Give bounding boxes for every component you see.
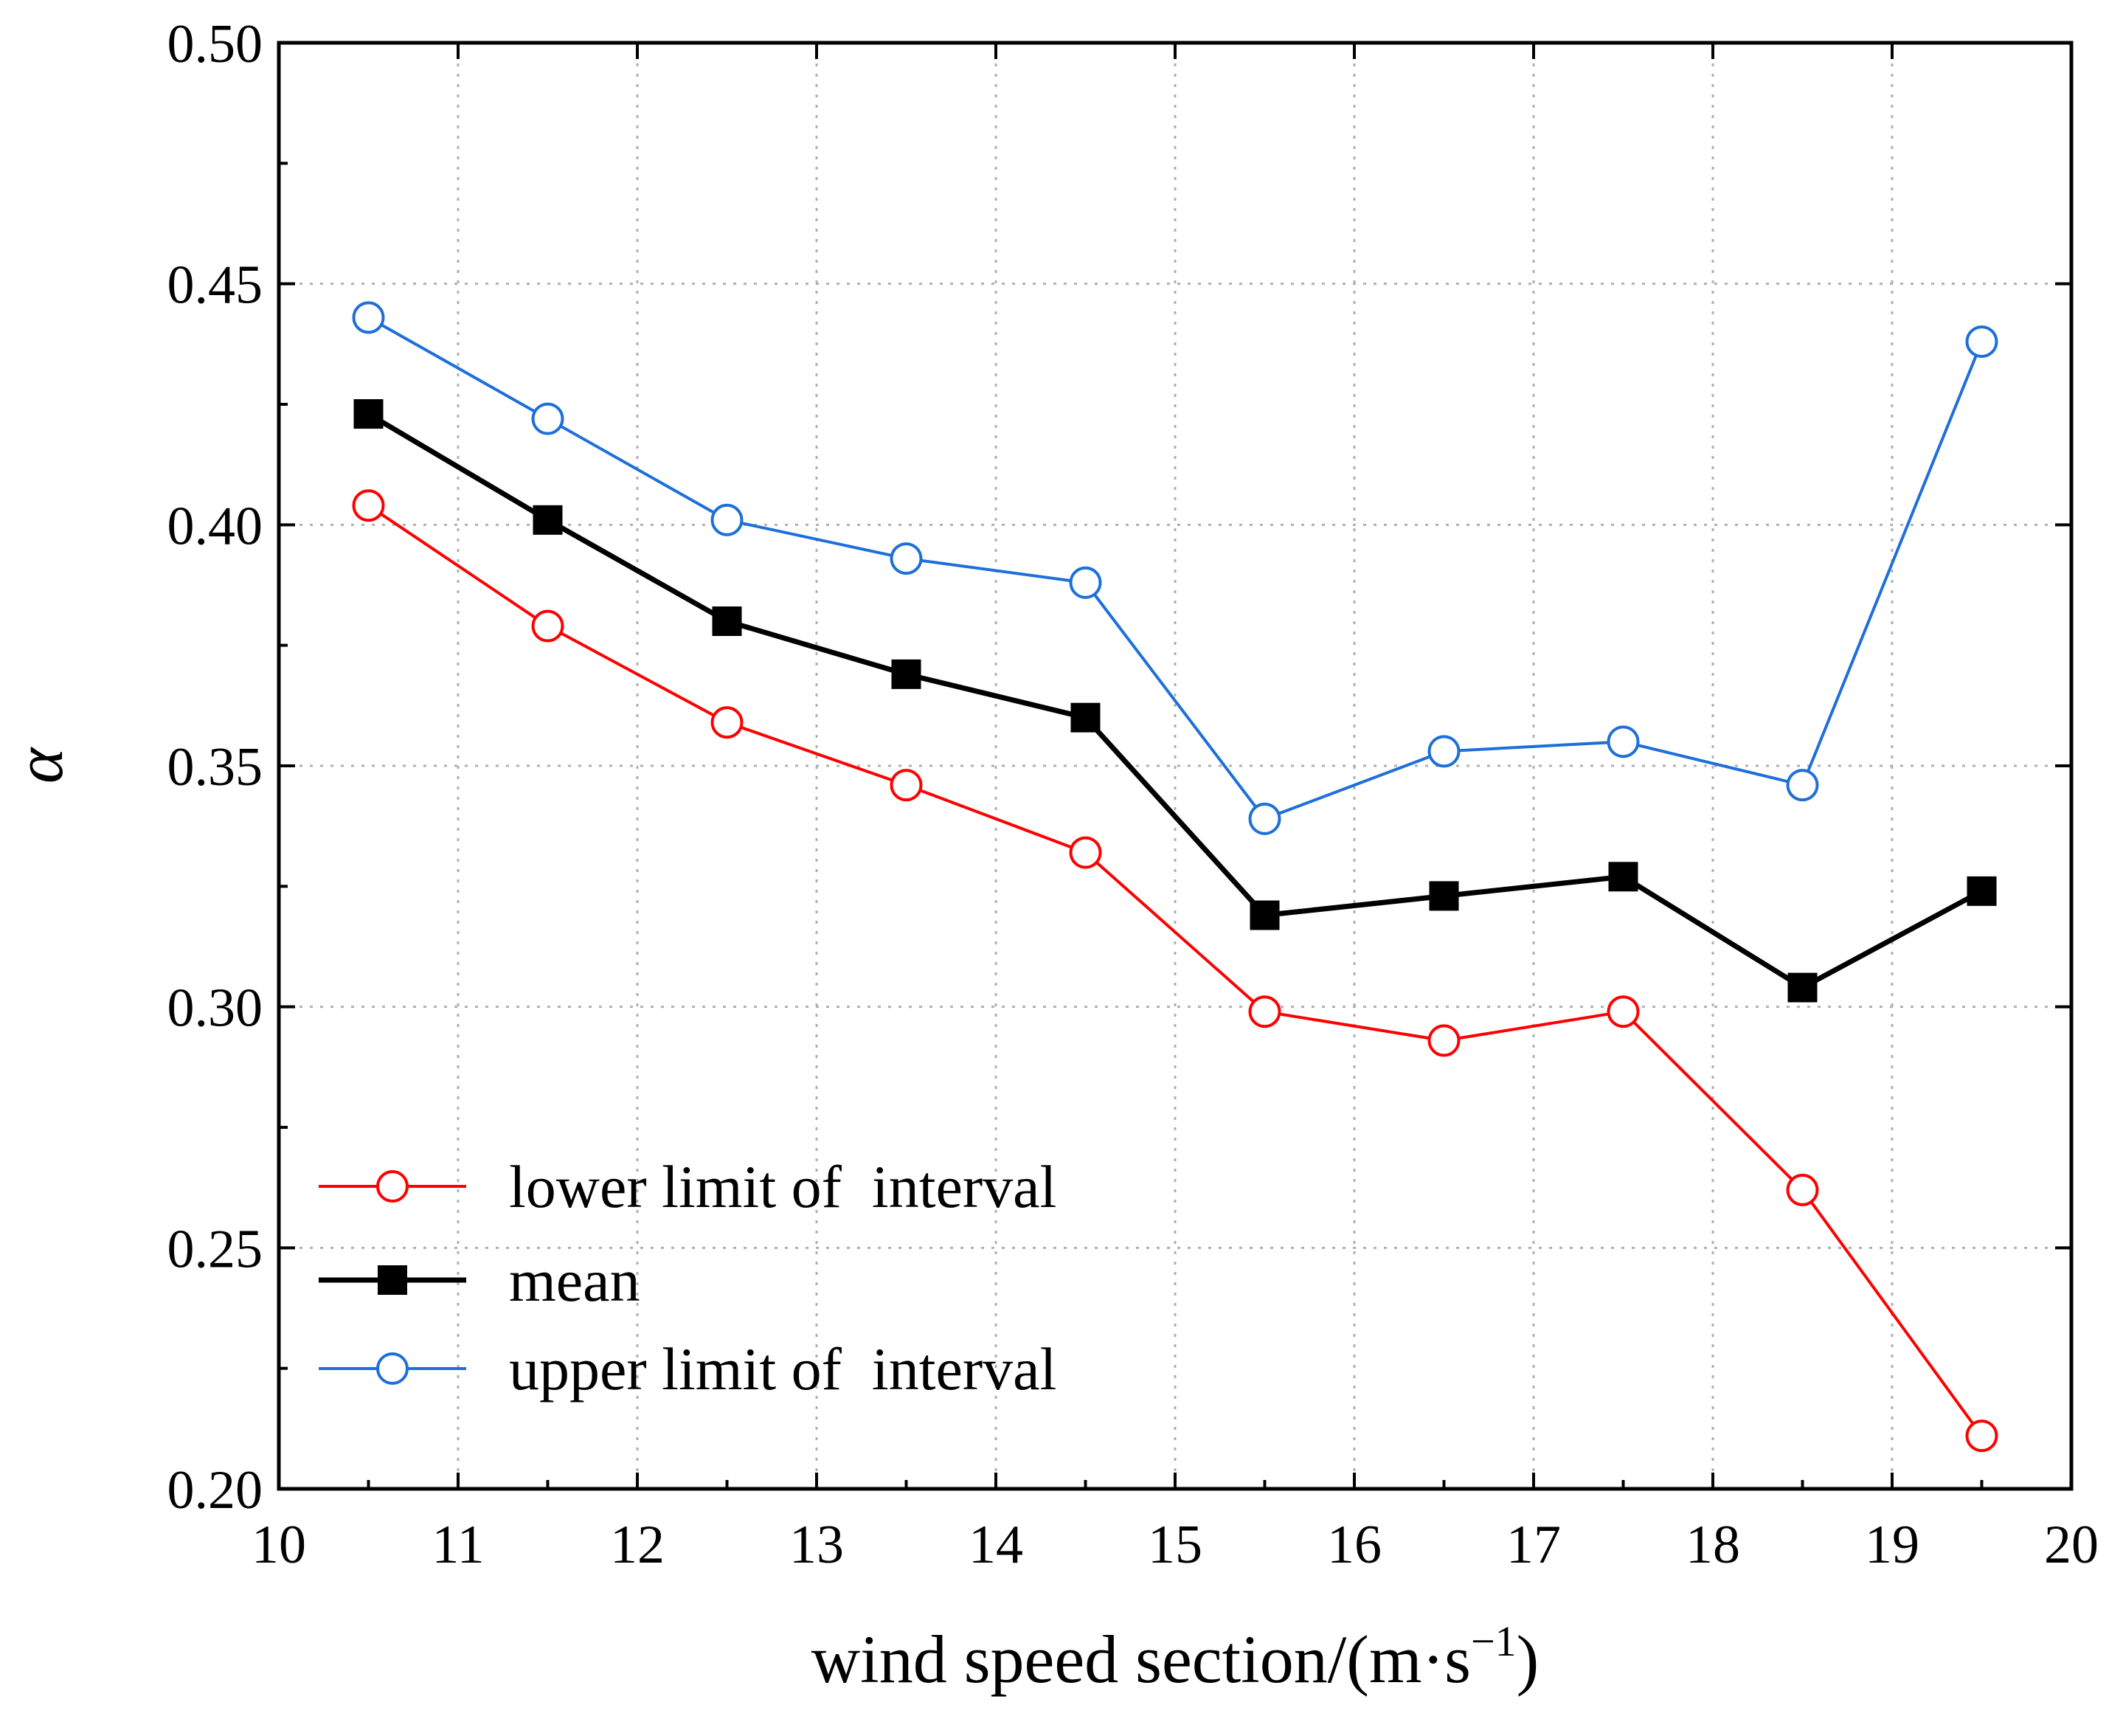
series-mean xyxy=(353,399,1997,1003)
x-axis-title: wind speed section/(m·s−1) xyxy=(811,1617,1540,1697)
lower-limit-point xyxy=(1248,995,1281,1028)
lower-limit-point xyxy=(1069,836,1102,869)
upper-limit-point xyxy=(1607,725,1640,758)
x-tick-label: 20 xyxy=(2044,1515,2099,1575)
lower-limit-point xyxy=(1427,1024,1461,1057)
x-tick-label: 17 xyxy=(1506,1515,1561,1575)
upper-limit-point xyxy=(531,402,564,435)
lower-limit-point xyxy=(531,609,564,643)
mean-point xyxy=(891,659,921,689)
lower-limit-point xyxy=(710,706,744,739)
y-tick-label: 0.35 xyxy=(167,737,263,798)
y-tick-label: 0.25 xyxy=(167,1219,263,1279)
upper-limit-point xyxy=(1069,566,1102,599)
mean-line xyxy=(367,412,1984,991)
lower-limit-point xyxy=(890,769,923,802)
x-tick-label: 11 xyxy=(432,1515,484,1575)
x-axis-title-main: wind speed section/(m·s xyxy=(811,1622,1471,1697)
x-tick-label: 19 xyxy=(1865,1515,1919,1575)
lower-limit-point xyxy=(1607,995,1640,1028)
x-axis-title-superscript: −1 xyxy=(1471,1617,1517,1665)
mean-point xyxy=(1070,702,1101,733)
mean-point xyxy=(1608,862,1638,892)
mean-point xyxy=(533,505,563,535)
mean-point xyxy=(353,399,384,429)
upper-limit-point xyxy=(1427,735,1461,768)
upper-limit-point xyxy=(1248,802,1281,835)
y-tick-label: 0.20 xyxy=(167,1460,263,1521)
x-tick-label: 14 xyxy=(969,1515,1023,1575)
upper-limit-point xyxy=(352,301,385,334)
legend: lower limit of interval mean upper limit o… xyxy=(319,1153,1056,1403)
lower-limit-point xyxy=(352,489,385,522)
y-axis-title: α xyxy=(1,747,77,784)
legend-lower-limit-marker xyxy=(376,1170,409,1203)
y-tick-label: 0.30 xyxy=(167,978,263,1039)
upper-limit-point xyxy=(1965,325,1998,359)
series-lower-limit xyxy=(352,489,1998,1453)
upper-limit-point xyxy=(710,503,744,536)
legend-upper-limit-label: upper limit of interval xyxy=(509,1335,1056,1403)
x-tick-label: 10 xyxy=(252,1515,306,1575)
y-tick-label: 0.45 xyxy=(167,255,263,316)
grid xyxy=(279,43,2071,1489)
x-axis-title-tail: ) xyxy=(1517,1622,1540,1697)
upper-limit-point xyxy=(890,542,923,575)
series-upper-limit xyxy=(352,301,1998,835)
mean-point xyxy=(1787,972,1818,1003)
x-tick-label: 15 xyxy=(1148,1515,1202,1575)
mean-point xyxy=(1250,900,1280,930)
legend-lower-limit-label: lower limit of interval xyxy=(509,1153,1056,1220)
mean-point xyxy=(1429,881,1459,911)
lower-limit-line xyxy=(367,504,1984,1437)
lower-limit-point xyxy=(1965,1419,1998,1453)
series-layer xyxy=(352,301,1998,1453)
upper-limit-line xyxy=(367,316,1984,820)
legend-mean-marker xyxy=(378,1265,407,1295)
legend-mean-label: mean xyxy=(509,1247,640,1314)
mean-point xyxy=(712,606,742,636)
mean-point xyxy=(1967,876,1997,906)
y-tick-label: 0.40 xyxy=(167,496,263,556)
x-tick-label: 12 xyxy=(610,1515,665,1575)
legend-upper-limit-marker xyxy=(376,1352,409,1385)
upper-limit-point xyxy=(1786,769,1819,802)
x-tick-label: 16 xyxy=(1327,1515,1382,1575)
x-tick-label: 13 xyxy=(789,1515,844,1575)
ticks: 10 11 12 13 14 15 16 17 18 19 20 0.20 0.25 0.30 0.35 0.… xyxy=(167,14,2099,1575)
x-tick-label: 18 xyxy=(1686,1515,1740,1575)
y-tick-label: 0.50 xyxy=(167,14,263,75)
lower-limit-point xyxy=(1786,1173,1819,1206)
